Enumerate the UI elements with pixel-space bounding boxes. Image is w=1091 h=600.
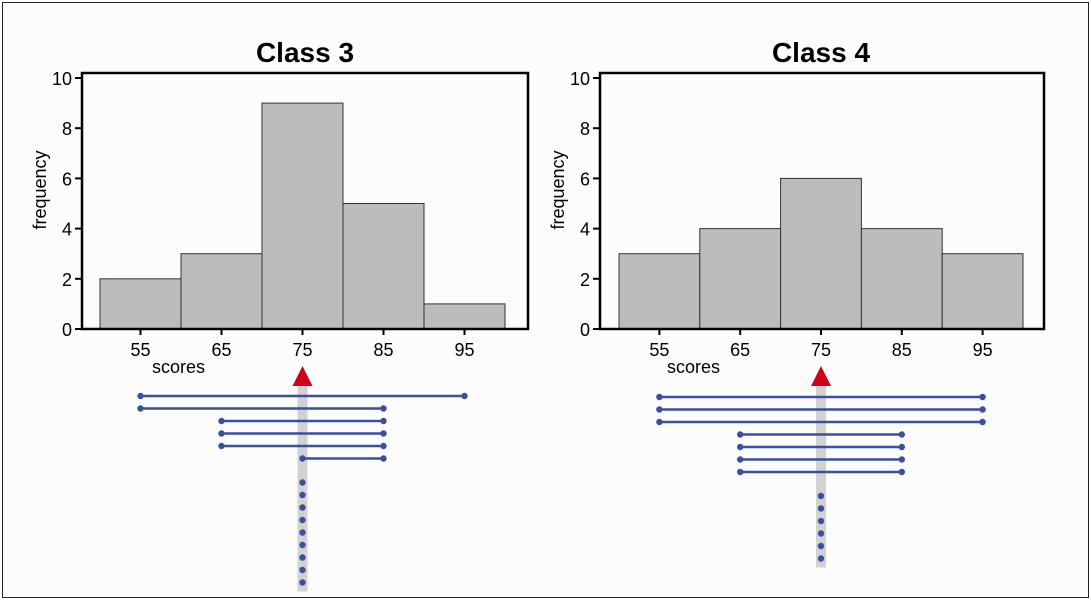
- mean-point: [299, 504, 306, 511]
- span-endpoint: [737, 443, 744, 451]
- mean-point: [817, 492, 825, 500]
- bar: [699, 228, 782, 330]
- span-endpoint: [218, 430, 225, 437]
- span-endpoint: [737, 456, 744, 463]
- bar: [261, 102, 344, 330]
- mean-point: [817, 555, 825, 562]
- x-tick-label: 95: [973, 340, 993, 360]
- span-endpoint: [380, 405, 387, 412]
- x-tick-label: 55: [649, 340, 669, 360]
- span-endpoint: [656, 393, 663, 401]
- x-axis-label: scores: [667, 357, 720, 377]
- span-endpoint: [380, 442, 387, 450]
- span-endpoint: [299, 455, 306, 462]
- bars: [618, 177, 1024, 330]
- mean-point: [299, 579, 306, 586]
- span-endpoint: [656, 406, 663, 413]
- mean-point: [817, 530, 825, 537]
- y-tick-label: 2: [62, 270, 72, 290]
- mean-column: [816, 382, 826, 568]
- y-ticks: 0 2 4 6 8 10: [570, 69, 600, 340]
- x-tick-label: 65: [730, 340, 750, 360]
- bar: [941, 253, 1024, 330]
- mean-column: [297, 382, 308, 592]
- y-tick-label: 10: [570, 69, 590, 89]
- span-endpoint: [656, 418, 663, 426]
- y-tick-label: 4: [62, 220, 72, 240]
- span-endpoint: [898, 456, 905, 463]
- mean-point: [299, 529, 306, 536]
- mean-point: [299, 479, 306, 486]
- x-ticks: 55 65 75 85 95: [130, 329, 475, 360]
- chart-title: Class 4: [772, 37, 870, 68]
- x-tick-label: 75: [292, 340, 312, 360]
- span-endpoint: [137, 405, 144, 412]
- span-endpoint: [898, 431, 905, 438]
- bar: [860, 228, 943, 330]
- y-tick-label: 6: [580, 169, 590, 189]
- x-tick-label: 85: [373, 340, 393, 360]
- y-tick-label: 8: [580, 119, 590, 139]
- plot-area: [80, 71, 530, 331]
- bar: [423, 303, 506, 330]
- bar: [618, 253, 701, 330]
- y-tick-label: 2: [580, 270, 590, 290]
- bar: [180, 253, 263, 330]
- span-endpoint: [218, 417, 225, 425]
- plot-area: [598, 71, 1046, 331]
- x-tick-label: 55: [130, 340, 150, 360]
- y-tick-label: 6: [62, 169, 72, 189]
- span-endpoint: [137, 392, 144, 400]
- span-endpoint: [979, 406, 986, 413]
- y-tick-label: 0: [580, 320, 590, 340]
- x-tick-label: 65: [211, 340, 231, 360]
- x-tick-label: 95: [454, 340, 474, 360]
- span-endpoint: [898, 443, 905, 451]
- y-tick-label: 4: [580, 220, 590, 240]
- mean-point: [299, 516, 306, 524]
- span-endpoint: [461, 392, 468, 400]
- y-tick-label: 8: [62, 119, 72, 139]
- mean-arrow-icon: [811, 366, 831, 386]
- x-tick-label: 75: [811, 340, 831, 360]
- mean-point: [299, 554, 306, 561]
- span-diagram: [656, 366, 986, 568]
- span-endpoint: [737, 431, 744, 438]
- y-ticks: 0 2 4 6 8 10: [52, 69, 82, 340]
- mean-point: [817, 542, 825, 550]
- span-endpoint: [380, 430, 387, 437]
- span-endpoint: [380, 455, 387, 462]
- chart-title: Class 3: [256, 37, 354, 68]
- span-endpoint: [737, 468, 744, 476]
- mean-point: [817, 505, 825, 512]
- x-axis-label: scores: [152, 357, 205, 377]
- x-tick-label: 85: [892, 340, 912, 360]
- mean-point: [299, 566, 306, 574]
- span-endpoint: [979, 393, 986, 401]
- mean-point: [299, 491, 306, 499]
- x-ticks: 55 65 75 85 95: [649, 329, 993, 360]
- y-tick-label: 10: [52, 69, 72, 89]
- bar: [342, 203, 425, 330]
- y-tick-label: 0: [62, 320, 72, 340]
- bars: [99, 102, 506, 330]
- span-endpoint: [979, 418, 986, 426]
- span-endpoint: [218, 442, 225, 450]
- panel-class-4: Class 4 frequency scores 0 2 4 6 8 10 55 65 75 8…: [548, 37, 1046, 568]
- span-diagram: [137, 366, 468, 592]
- mean-point: [299, 541, 306, 549]
- panel-class-3: Class 3 frequency scores 0 2 4 6 8 10 55 65 75 8…: [30, 37, 530, 592]
- bar: [780, 177, 862, 330]
- mean-arrow-icon: [292, 366, 313, 386]
- bar: [99, 278, 182, 330]
- y-axis-label: frequency: [30, 150, 50, 229]
- y-axis-label: frequency: [548, 150, 568, 229]
- mean-point: [817, 517, 825, 525]
- span-endpoint: [898, 468, 905, 476]
- span-endpoint: [380, 417, 387, 425]
